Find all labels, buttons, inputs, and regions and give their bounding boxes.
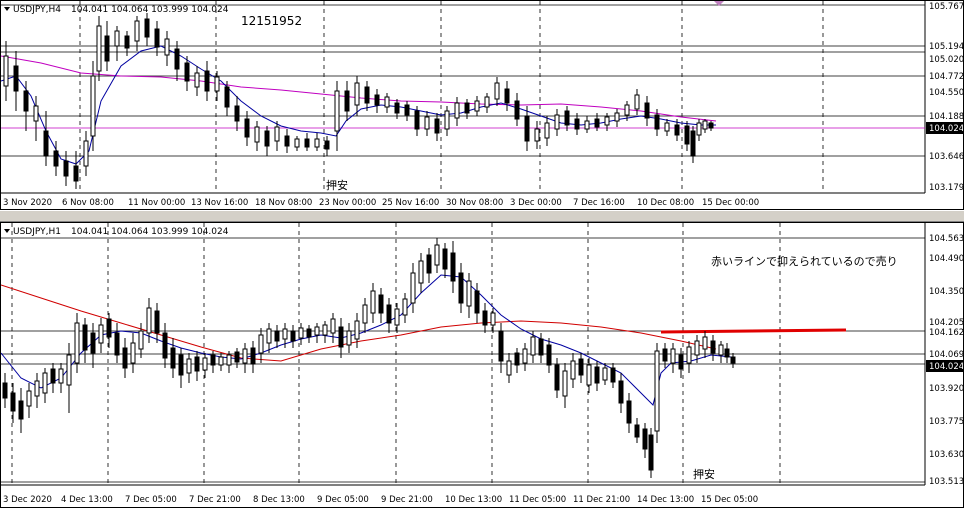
h1-ohlc-label: 104.041 104.064 103.999 104.024 [71,227,229,237]
h4-symbol-label: USDJPY,H4 [13,5,61,15]
svg-text:7 Dec 21:00: 7 Dec 21:00 [189,495,241,505]
svg-text:105.020: 105.020 [929,55,964,65]
svg-text:7 Dec 05:00: 7 Dec 05:00 [125,495,177,505]
h1-slow-ma-line [1,284,717,362]
h1-annotation-jp: 赤いラインで抑えられているので売り [711,254,898,268]
svg-text:104.205: 104.205 [929,318,964,328]
svg-text:11 Nov 00:00: 11 Nov 00:00 [128,198,185,208]
svg-text:25 Nov 16:00: 25 Nov 16:00 [382,198,439,208]
h1-resistance-line[interactable] [660,328,847,334]
svg-text:3 Dec 00:00: 3 Dec 00:00 [510,198,562,208]
svg-text:103.646: 103.646 [929,152,964,162]
svg-text:4 Dec 13:00: 4 Dec 13:00 [61,495,113,505]
h4-current-price-tag: 104.024 [929,124,964,134]
h4-candles [3,13,714,189]
h4-price-axis: 105.767 105.194 105.020 104.772 104.550 … [926,2,964,193]
svg-text:15 Dec 05:00: 15 Dec 05:00 [701,495,758,505]
svg-text:104.162: 104.162 [929,328,964,338]
chevron-down-icon[interactable] [4,7,10,11]
svg-text:9 Dec 05:00: 9 Dec 05:00 [317,495,369,505]
svg-text:23 Nov 00:00: 23 Nov 00:00 [319,198,376,208]
svg-text:104.350: 104.350 [929,287,964,297]
h4-vertical-separators [79,1,824,193]
svg-text:104.490: 104.490 [929,254,964,264]
svg-text:30 Nov 08:00: 30 Nov 08:00 [446,198,503,208]
svg-text:103.179: 103.179 [929,183,964,193]
h1-candles [2,238,736,478]
svg-text:104.188: 104.188 [929,112,964,122]
h1-time-axis: 3 Dec 2020 4 Dec 13:00 7 Dec 05:00 7 Dec… [3,495,758,505]
svg-text:10 Dec 08:00: 10 Dec 08:00 [637,198,694,208]
svg-text:103.775: 103.775 [929,417,964,427]
h1-symbol-label: USDJPY,H1 [13,227,61,237]
h1-chart-svg: 104.563 104.490 104.350 104.205 104.162 … [1,223,964,505]
h1-fast-ma-line [1,274,732,406]
svg-text:104.563: 104.563 [929,234,964,244]
h4-chart-svg: 105.767 105.194 105.020 104.772 104.550 … [1,1,964,208]
svg-text:104.069: 104.069 [929,350,964,360]
svg-text:9 Dec 21:00: 9 Dec 21:00 [381,495,433,505]
h4-annotation-number: 12151952 [241,14,302,28]
svg-text:104.550: 104.550 [929,88,964,98]
chevron-down-icon[interactable] [4,229,10,233]
svg-text:104.772: 104.772 [929,72,964,82]
h4-chart-panel[interactable]: 105.767 105.194 105.020 104.772 104.550 … [0,0,964,210]
svg-text:105.194: 105.194 [929,42,964,52]
h1-annotation-bottom: 押安 [693,467,715,481]
h4-time-axis: 3 Nov 2020 6 Nov 08:00 11 Nov 00:00 13 N… [3,198,759,208]
svg-text:103.920: 103.920 [929,384,964,394]
panel-separator[interactable] [0,210,964,222]
h1-price-axis: 104.563 104.490 104.350 104.205 104.162 … [926,234,964,487]
h4-slow-ma-line [1,55,717,122]
h4-ohlc-label: 104.041 104.064 103.999 104.024 [71,5,229,15]
svg-text:18 Nov 08:00: 18 Nov 08:00 [255,198,312,208]
svg-text:3 Dec 2020: 3 Dec 2020 [3,495,52,505]
svg-text:10 Dec 13:00: 10 Dec 13:00 [445,495,502,505]
svg-text:11 Dec 05:00: 11 Dec 05:00 [509,495,566,505]
svg-text:13 Nov 16:00: 13 Nov 16:00 [191,198,248,208]
svg-text:105.767: 105.767 [929,2,964,12]
h1-chart-panel[interactable]: 104.563 104.490 104.350 104.205 104.162 … [0,222,964,508]
svg-text:15 Dec 00:00: 15 Dec 00:00 [702,198,759,208]
h1-current-price-tag: 104.024 [929,362,964,372]
svg-text:7 Dec 16:00: 7 Dec 16:00 [573,198,625,208]
svg-text:11 Dec 21:00: 11 Dec 21:00 [573,495,630,505]
svg-text:6 Nov 08:00: 6 Nov 08:00 [62,198,114,208]
svg-text:103.630: 103.630 [929,450,964,460]
svg-text:103.513: 103.513 [929,477,964,487]
h4-annotation-jp: 押安 [326,178,348,192]
svg-text:14 Dec 13:00: 14 Dec 13:00 [637,495,694,505]
svg-text:3 Nov 2020: 3 Nov 2020 [3,198,52,208]
svg-text:8 Dec 13:00: 8 Dec 13:00 [253,495,305,505]
h4-level-lines [1,4,925,157]
